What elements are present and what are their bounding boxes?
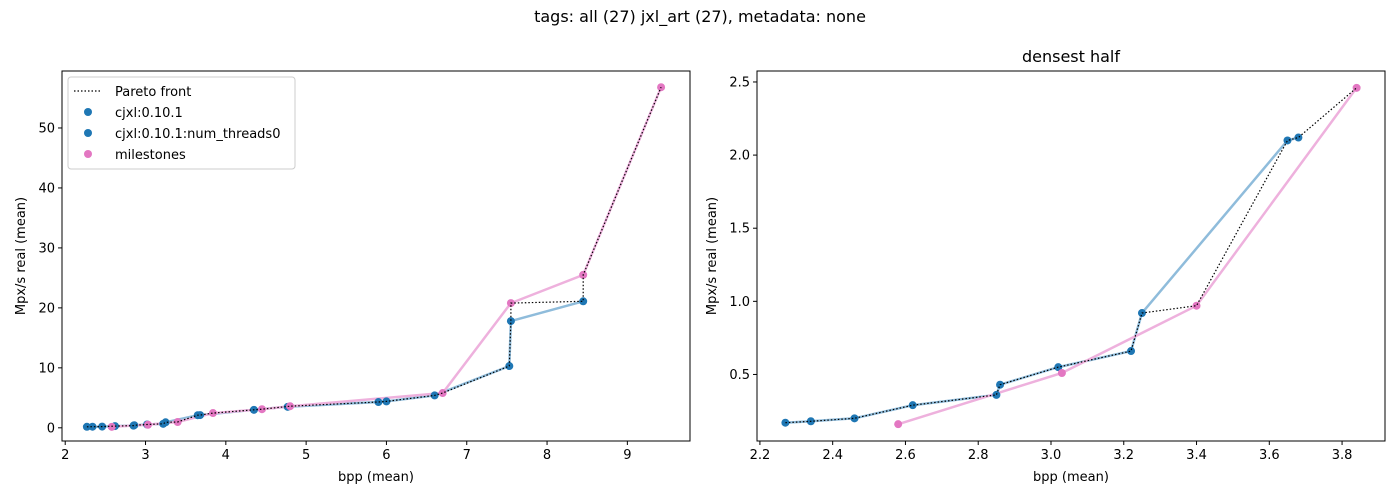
data-point-milestones [208, 409, 217, 418]
y-axis-label: Mpx/s real (mean) [705, 197, 720, 315]
y-tick-label: 10 [38, 361, 55, 376]
series-line-milestones [897, 87, 1358, 426]
legend-entry-label: Pareto front [115, 85, 191, 100]
y-tick-label: 0.5 [729, 368, 750, 383]
legend-box [67, 76, 296, 170]
data-point-cjxl [374, 398, 383, 407]
x-tick-label: 8 [543, 448, 551, 463]
data-point-cjxl [1294, 133, 1303, 142]
axes-frame [756, 70, 1386, 442]
x-tick-label: 7 [463, 448, 471, 463]
x-tick-label: 5 [302, 448, 310, 463]
y-tick-label: 20 [38, 301, 55, 316]
x-tick-label: 2.4 [822, 448, 843, 463]
legend-swatch-marker [84, 129, 92, 137]
chart-left: 2 3 4 5 6 7 8 9 0 10 20 30 40 50 bpp (mean) Mpx/s real … [14, 70, 691, 485]
y-tick-label: 2.5 [729, 75, 750, 90]
legend: Pareto front cjxl:0.10.1 cjxl:0.10.1:num_t… [67, 76, 296, 170]
y-tick-label: 1.5 [729, 222, 750, 237]
x-tick-label: 2 [61, 448, 69, 463]
y-tick-label: 50 [38, 121, 55, 136]
x-tick-label: 3.0 [1041, 448, 1062, 463]
data-point-cjxl [992, 390, 1001, 399]
x-axis-label: bpp (mean) [338, 470, 414, 485]
data-point-cjxl [1127, 347, 1136, 356]
y-tick-label: 0 [47, 421, 55, 436]
data-point-cjxl [1283, 136, 1292, 145]
x-tick-label: 2.2 [750, 448, 771, 463]
data-point-cjxl [781, 418, 790, 427]
y-tick-label: 40 [38, 181, 55, 196]
x-tick-label: 6 [382, 448, 390, 463]
data-point-milestones [1192, 301, 1201, 310]
data-point-cjxl [908, 401, 917, 410]
legend-entry-label: cjxl:0.10.1:num_threads0 [115, 127, 280, 142]
chart-right: densest half 2.2 2.4 2.6 2.8 3.0 3.2 3.4 3.6 3.8 0… [705, 47, 1386, 485]
data-point-milestones [286, 402, 295, 411]
y-tick-label: 2.0 [729, 149, 750, 164]
legend-entry-label: cjxl:0.10.1 [115, 106, 183, 121]
x-tick-label: 3.8 [1332, 448, 1353, 463]
chart-title: densest half [1022, 47, 1120, 66]
x-tick-label: 3.6 [1259, 448, 1280, 463]
data-point-milestones [1057, 368, 1066, 377]
data-point-cjxl [130, 421, 139, 430]
pareto-front-line [785, 87, 1357, 424]
x-tick-label: 9 [623, 448, 631, 463]
x-tick-label: 2.8 [968, 448, 989, 463]
data-point-cjxl [161, 418, 170, 427]
legend-swatch-marker [84, 150, 92, 158]
pareto-front-line [86, 86, 662, 428]
data-point-cjxl [579, 297, 588, 306]
data-point-milestones [107, 422, 116, 431]
data-point-cjxl [88, 422, 97, 431]
y-axis-label: Mpx/s real (mean) [14, 197, 29, 315]
x-tick-label: 4 [222, 448, 230, 463]
x-tick-label: 3 [141, 448, 149, 463]
data-point-milestones [1352, 83, 1361, 92]
data-point-cjxl [82, 422, 91, 431]
data-point-milestones [894, 420, 903, 429]
data-point-milestones [438, 389, 447, 398]
x-tick-label: 3.4 [1186, 448, 1207, 463]
legend-swatch-marker [84, 108, 92, 116]
data-point-cjxl [196, 411, 205, 420]
x-axis-label: bpp (mean) [1033, 470, 1109, 485]
figure-suptitle: tags: all (27) jxl_art (27), metadata: n… [534, 7, 866, 26]
data-point-milestones [657, 83, 666, 92]
data-point-cjxl [1137, 309, 1146, 318]
axes-frame [61, 70, 691, 442]
data-point-milestones [257, 405, 266, 414]
legend-entry-label: milestones [115, 148, 186, 163]
y-tick-label: 30 [38, 241, 55, 256]
x-tick-label: 2.6 [895, 448, 916, 463]
data-point-milestones [143, 420, 152, 429]
y-tick-label: 1.0 [729, 295, 750, 310]
x-tick-label: 3.2 [1113, 448, 1134, 463]
data-point-cjxl [506, 317, 515, 326]
data-point-cjxl [850, 414, 859, 423]
